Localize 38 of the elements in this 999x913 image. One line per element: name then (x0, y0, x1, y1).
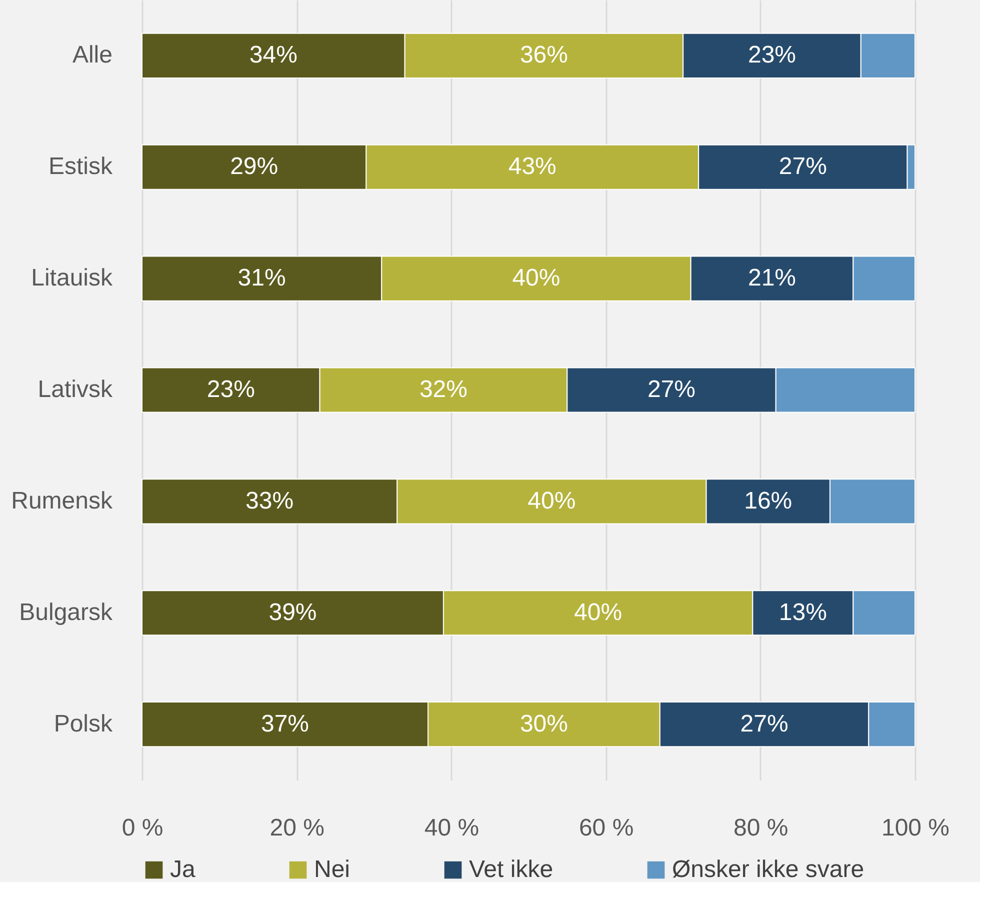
data-label: 23% (748, 42, 796, 69)
data-label: 31% (238, 264, 286, 292)
y-tick-label: Litauisk (31, 264, 114, 292)
y-tick-label: Bulgarsk (19, 598, 114, 626)
data-label: 39% (268, 598, 317, 626)
legend-label: Nei (314, 856, 350, 883)
x-tick-label: 20 % (270, 814, 324, 842)
data-label: 36% (520, 42, 568, 69)
data-label: 27% (778, 153, 827, 180)
y-tick-label: Estisk (48, 153, 114, 180)
y-tick-label: Alle (72, 42, 112, 69)
data-label: 33% (246, 487, 294, 514)
x-tick-label: 40 % (424, 814, 480, 842)
data-label: 27% (647, 376, 696, 403)
data-label: 30% (520, 710, 568, 738)
legend-label: Ja (170, 856, 196, 883)
data-label: 16% (744, 487, 792, 514)
data-label: 32% (419, 376, 468, 403)
data-label: 34% (249, 42, 298, 69)
x-tick-label: 60 % (578, 814, 634, 842)
legend-label: Ønsker ikke svare (672, 856, 864, 883)
y-tick-label: Rumensk (11, 487, 114, 514)
data-label: 37% (260, 710, 310, 738)
y-tick-label: Lativsk (38, 376, 114, 403)
data-label: 43% (508, 153, 556, 180)
data-label: 40% (574, 598, 622, 626)
y-tick-label: Polsk (54, 710, 114, 738)
x-tick-label: 0 % (122, 814, 164, 842)
x-tick-label: 80 % (734, 814, 788, 842)
data-label: 27% (740, 710, 788, 738)
data-label: 40% (528, 487, 576, 514)
data-label: 21% (748, 264, 796, 292)
data-label: 29% (230, 153, 278, 180)
x-tick-label: 100 % (881, 814, 950, 842)
data-label: 23% (206, 376, 255, 403)
data-label: 13% (778, 598, 827, 626)
legend-label: Vet ikke (469, 856, 554, 883)
data-label: 40% (512, 264, 560, 292)
